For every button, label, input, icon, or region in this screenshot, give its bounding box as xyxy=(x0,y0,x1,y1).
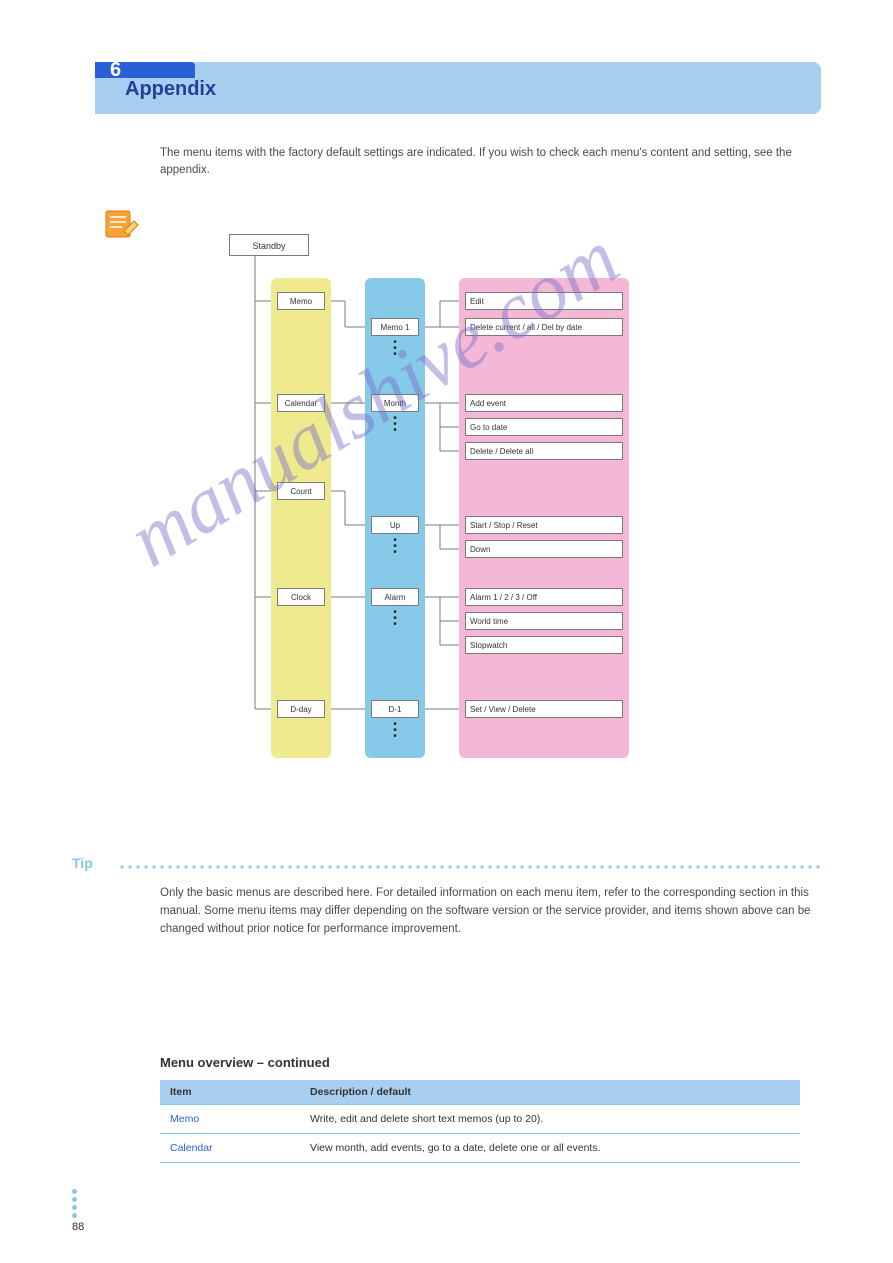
yellow-box: Clock xyxy=(277,588,325,606)
table-cell-item: Calendar xyxy=(160,1134,300,1163)
pink-box: Stopwatch xyxy=(465,636,623,654)
continuation-dots: ••• xyxy=(391,340,399,358)
page-number: 88 xyxy=(72,1221,84,1233)
root-box: Standby xyxy=(229,234,309,256)
chapter-title: Appendix xyxy=(125,78,216,101)
page-footer: 88 xyxy=(72,1189,84,1233)
yellow-box: Calendar xyxy=(277,394,325,412)
table-cell-desc: Write, edit and delete short text memos … xyxy=(300,1105,800,1134)
footer-dot xyxy=(72,1189,77,1194)
table-header-desc: Description / default xyxy=(300,1080,800,1105)
table-cell-item: Memo xyxy=(160,1105,300,1134)
continuation-dots: ••• xyxy=(391,416,399,434)
continuation-dots: ••• xyxy=(391,722,399,740)
footer-dot xyxy=(72,1205,77,1210)
menu-overview-table: Item Description / default MemoWrite, ed… xyxy=(160,1080,800,1163)
note-icon xyxy=(100,203,140,243)
yellow-box: Memo xyxy=(277,292,325,310)
footer-dot xyxy=(72,1197,77,1202)
table-row: CalendarView month, add events, go to a … xyxy=(160,1134,800,1163)
column-yellow xyxy=(271,278,331,758)
blue-box: Alarm xyxy=(371,588,419,606)
pink-box: Delete / Delete all xyxy=(465,442,623,460)
dotted-rule xyxy=(118,865,821,869)
pink-box: Edit xyxy=(465,292,623,310)
blue-box: D-1 xyxy=(371,700,419,718)
pink-box: Down xyxy=(465,540,623,558)
continuation-dots: ••• xyxy=(391,610,399,628)
table-cell-desc: View month, add events, go to a date, de… xyxy=(300,1134,800,1163)
table-header-item: Item xyxy=(160,1080,300,1105)
page: 6 Appendix The menu items with the facto… xyxy=(0,0,893,1263)
table-row: MemoWrite, edit and delete short text me… xyxy=(160,1105,800,1134)
pink-box: Delete current / all / Del by date xyxy=(465,318,623,336)
pink-box: World time xyxy=(465,612,623,630)
pink-box: Add event xyxy=(465,394,623,412)
menu-tree-diagram: Standby Memo Calendar Count Clock D-day Memo … xyxy=(215,220,655,760)
footer-dot xyxy=(72,1213,77,1218)
pink-box: Set / View / Delete xyxy=(465,700,623,718)
blue-box: Memo 1 xyxy=(371,318,419,336)
tip-label: Tip xyxy=(72,855,93,871)
pink-box: Start / Stop / Reset xyxy=(465,516,623,534)
pink-box: Go to date xyxy=(465,418,623,436)
table-title: Menu overview – continued xyxy=(160,1055,330,1070)
yellow-box: Count xyxy=(277,482,325,500)
yellow-box: D-day xyxy=(277,700,325,718)
blue-box: Month xyxy=(371,394,419,412)
blue-box: Up xyxy=(371,516,419,534)
intro-text: The menu items with the factory default … xyxy=(160,145,813,180)
tip-body: Only the basic menus are described here.… xyxy=(160,885,813,938)
chapter-number: 6 xyxy=(110,62,121,78)
continuation-dots: ••• xyxy=(391,538,399,556)
pink-box: Alarm 1 / 2 / 3 / Off xyxy=(465,588,623,606)
